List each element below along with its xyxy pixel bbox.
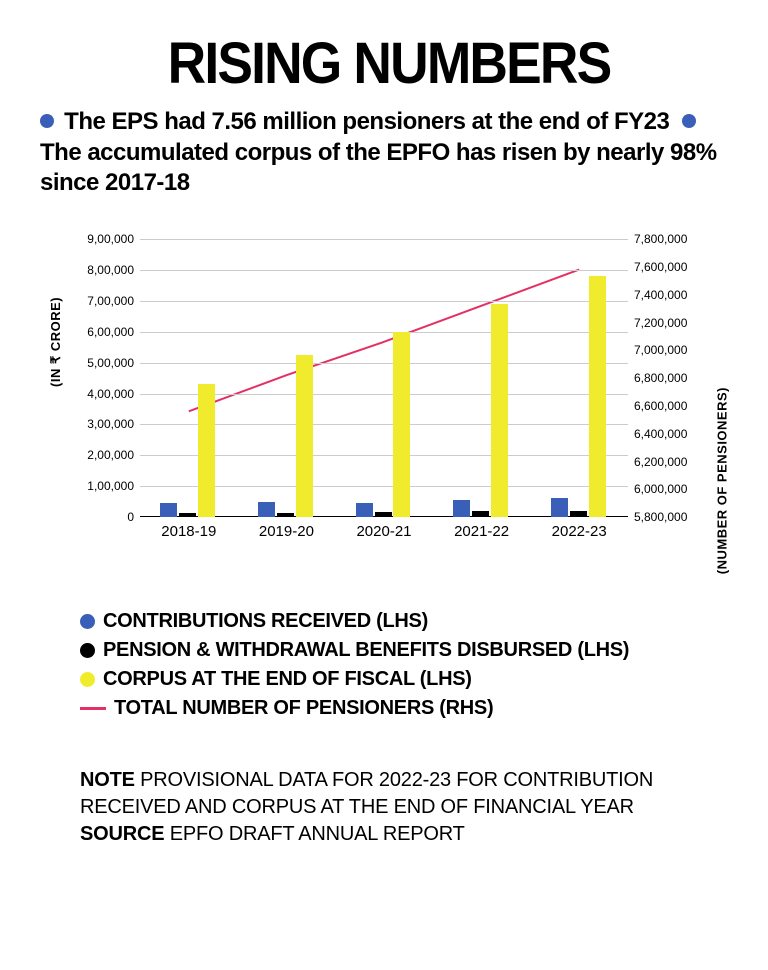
bar <box>375 512 392 517</box>
bullet-dot-icon <box>40 114 54 128</box>
gridline <box>140 239 628 240</box>
bullet-block: The EPS had 7.56 million pensioners at t… <box>40 107 738 199</box>
legend-dot-icon <box>80 643 95 658</box>
plot-area: 01,00,0002,00,0003,00,0004,00,0005,00,00… <box>140 239 628 517</box>
legend-dot-icon <box>80 614 95 629</box>
bar <box>551 498 568 517</box>
y-left-tick: 9,00,000 <box>87 232 140 246</box>
bar <box>277 513 294 517</box>
y-left-tick: 1,00,000 <box>87 479 140 493</box>
legend: CONTRIBUTIONS RECEIVED (LHS)PENSION & WI… <box>80 607 738 723</box>
y-right-tick: 7,400,000 <box>628 288 687 302</box>
y-right-tick: 7,200,000 <box>628 316 687 330</box>
legend-item: CONTRIBUTIONS RECEIVED (LHS) <box>80 607 738 636</box>
y-right-tick: 6,600,000 <box>628 399 687 413</box>
bar <box>589 276 606 517</box>
legend-label: PENSION & WITHDRAWAL BENEFITS DISBURSED … <box>103 636 629 665</box>
footnote: NOTE PROVISIONAL DATA FOR 2022-23 FOR CO… <box>80 767 738 848</box>
bar <box>472 511 489 517</box>
legend-item: TOTAL NUMBER OF PENSIONERS (RHS) <box>80 694 738 723</box>
legend-label: CORPUS AT THE END OF FISCAL (LHS) <box>103 665 472 694</box>
y-left-tick: 6,00,000 <box>87 325 140 339</box>
y-left-tick: 0 <box>127 510 140 524</box>
legend-item: PENSION & WITHDRAWAL BENEFITS DISBURSED … <box>80 636 738 665</box>
bullet-text: The accumulated corpus of the EPFO has r… <box>40 139 717 197</box>
bullet-text: The EPS had 7.56 million pensioners at t… <box>64 108 669 135</box>
y-right-axis-title: (NUMBER OF PENSIONERS) <box>715 387 730 574</box>
legend-label: TOTAL NUMBER OF PENSIONERS (RHS) <box>114 694 493 723</box>
y-left-tick: 7,00,000 <box>87 294 140 308</box>
legend-label: CONTRIBUTIONS RECEIVED (LHS) <box>103 607 428 636</box>
gridline <box>140 301 628 302</box>
y-right-tick: 7,600,000 <box>628 260 687 274</box>
y-left-tick: 2,00,000 <box>87 448 140 462</box>
y-right-tick: 6,800,000 <box>628 371 687 385</box>
bar <box>179 513 196 517</box>
y-right-tick: 7,800,000 <box>628 232 687 246</box>
legend-item: CORPUS AT THE END OF FISCAL (LHS) <box>80 665 738 694</box>
bar <box>491 304 508 517</box>
y-right-tick: 7,000,000 <box>628 343 687 357</box>
infographic: RISING NUMBERS The EPS had 7.56 million … <box>0 0 768 878</box>
source-label: SOURCE <box>80 823 164 845</box>
y-right-tick: 5,800,000 <box>628 510 687 524</box>
y-left-tick: 3,00,000 <box>87 417 140 431</box>
bar <box>296 355 313 517</box>
gridline <box>140 270 628 271</box>
bar <box>198 384 215 517</box>
y-left-axis-title: (IN ₹ CRORE) <box>48 297 64 387</box>
note-label: NOTE <box>80 769 135 791</box>
y-right-tick: 6,400,000 <box>628 427 687 441</box>
bar <box>160 503 177 517</box>
bar <box>453 500 470 517</box>
gridline <box>140 332 628 333</box>
x-tick-label: 2020-21 <box>356 517 411 540</box>
y-right-tick: 6,000,000 <box>628 482 687 496</box>
source-text: EPFO DRAFT ANNUAL REPORT <box>170 823 465 845</box>
note-text: PROVISIONAL DATA FOR 2022-23 FOR CONTRIB… <box>80 769 653 818</box>
y-left-tick: 8,00,000 <box>87 263 140 277</box>
chart: (IN ₹ CRORE) (NUMBER OF PENSIONERS) 01,0… <box>50 227 728 547</box>
x-tick-label: 2022-23 <box>552 517 607 540</box>
x-tick-label: 2019-20 <box>259 517 314 540</box>
y-left-tick: 4,00,000 <box>87 387 140 401</box>
legend-dot-icon <box>80 672 95 687</box>
main-title: RISING NUMBERS <box>68 30 710 97</box>
y-left-tick: 5,00,000 <box>87 356 140 370</box>
y-right-tick: 6,200,000 <box>628 455 687 469</box>
bullet-dot-icon <box>682 114 696 128</box>
gridline <box>140 363 628 364</box>
x-tick-label: 2021-22 <box>454 517 509 540</box>
pensioners-line <box>189 270 579 412</box>
bar <box>356 503 373 517</box>
x-tick-label: 2018-19 <box>161 517 216 540</box>
bar <box>393 332 410 517</box>
legend-line-icon <box>80 707 106 710</box>
bar <box>258 502 275 517</box>
bar <box>570 511 587 517</box>
